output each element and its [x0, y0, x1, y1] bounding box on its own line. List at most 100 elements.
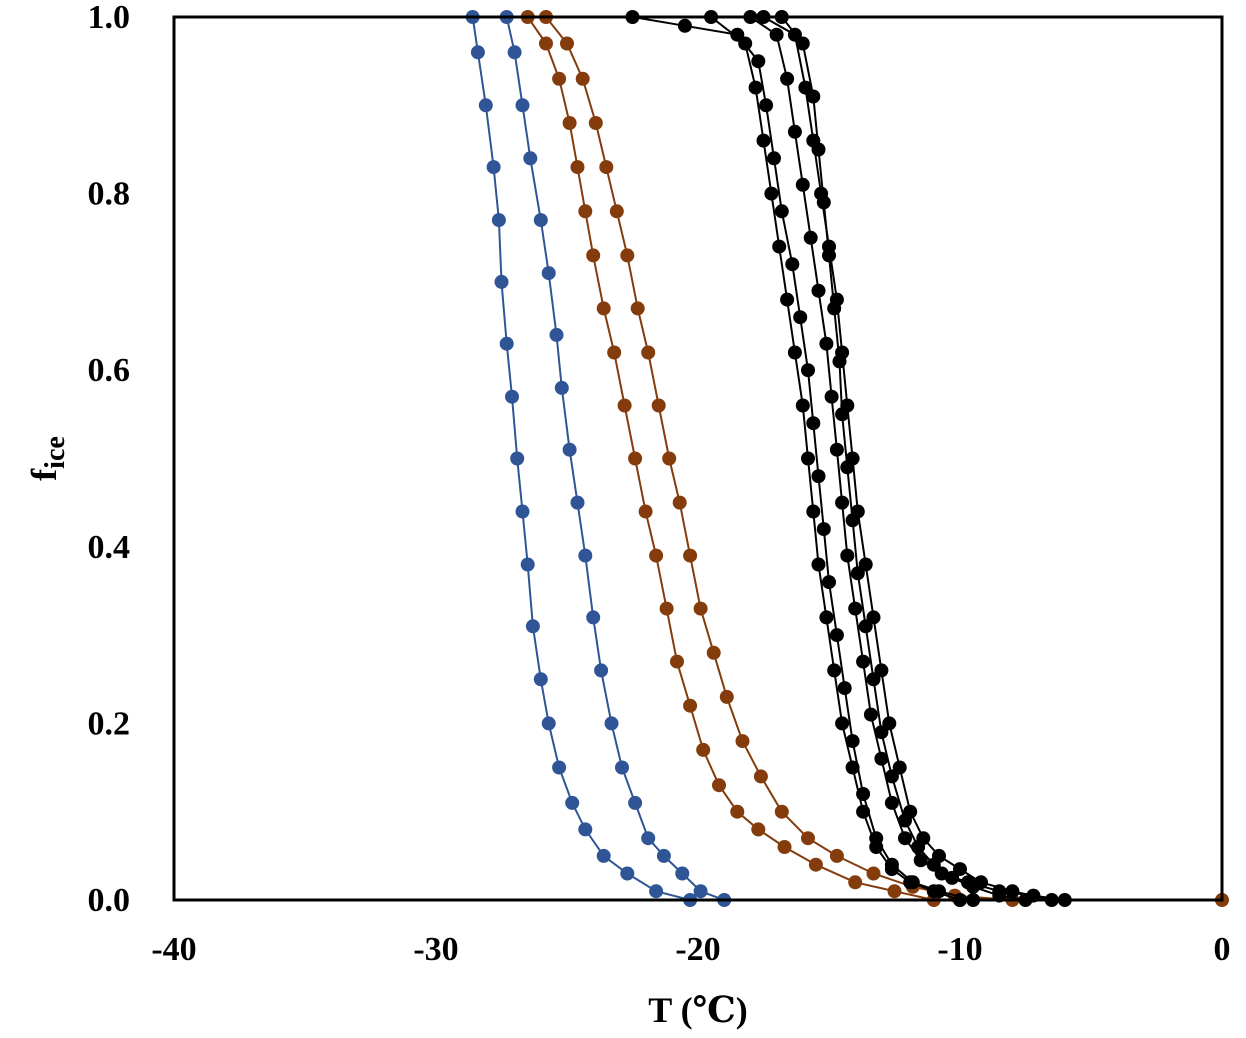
data-point [753, 769, 768, 784]
data-point [628, 451, 643, 466]
y-axis-title-subscript: ice [40, 436, 71, 469]
data-point [774, 204, 789, 219]
data-point [499, 336, 514, 351]
data-point [615, 760, 629, 775]
data-point [767, 151, 781, 166]
data-point [780, 71, 795, 86]
data-point [693, 884, 708, 899]
x-tick-label: -20 [675, 931, 720, 968]
data-point [808, 857, 823, 872]
data-point [649, 548, 664, 563]
x-axis-title: T (℃) [648, 990, 747, 1030]
series-4 [625, 10, 981, 907]
data-point [620, 866, 635, 881]
data-point [866, 866, 881, 881]
data-point [562, 116, 577, 130]
data-point [874, 725, 889, 740]
x-tick-label: -10 [937, 931, 982, 968]
data-point [751, 54, 766, 69]
data-point [683, 548, 698, 563]
data-point [523, 151, 538, 166]
data-point [541, 266, 556, 281]
data-point [884, 769, 899, 784]
data-point [829, 848, 844, 863]
data-point [795, 36, 810, 51]
data-point [780, 292, 795, 307]
data-point [578, 548, 593, 563]
data-point [819, 610, 834, 625]
data-point [793, 310, 808, 325]
data-point [884, 795, 899, 810]
data-point [819, 336, 834, 351]
series-7 [704, 10, 967, 907]
data-point [491, 213, 506, 228]
data-point [827, 663, 842, 678]
data-point [533, 213, 548, 228]
data-point [596, 301, 611, 316]
y-tick-label: 0.6 [88, 352, 131, 389]
data-point [787, 345, 802, 360]
data-point [884, 862, 899, 877]
data-point [898, 813, 912, 828]
data-point [913, 853, 928, 868]
data-point [659, 601, 674, 616]
data-point [656, 848, 671, 863]
data-point [533, 672, 548, 687]
data-point [570, 495, 585, 510]
data-point [672, 495, 687, 510]
x-tick-labels: -40 -30 -20 -10 0 [151, 931, 1230, 968]
data-point [856, 804, 871, 819]
series-0 [465, 10, 698, 907]
data-point [858, 619, 873, 634]
x-tick-label: 0 [1214, 931, 1231, 968]
data-point [693, 601, 708, 616]
data-point [570, 160, 585, 175]
data-point [806, 416, 821, 431]
data-point [926, 884, 941, 899]
data-point [887, 884, 902, 899]
data-point [675, 866, 690, 881]
data-point [795, 398, 810, 413]
data-point [829, 628, 844, 643]
data-point [822, 248, 836, 263]
data-point [764, 186, 779, 201]
data-point [811, 557, 826, 572]
data-point [552, 760, 567, 775]
data-point [848, 601, 863, 616]
data-point [822, 575, 836, 590]
data-point [945, 870, 960, 885]
data-point [628, 795, 643, 810]
data-point [641, 831, 656, 846]
data-point [738, 36, 753, 51]
data-point [756, 133, 771, 148]
data-point [840, 460, 855, 475]
data-point [832, 354, 847, 369]
data-point [911, 840, 926, 854]
data-point [1005, 884, 1020, 899]
data-point [835, 495, 850, 510]
data-point [641, 345, 656, 360]
data-point [549, 327, 564, 342]
data-point [874, 751, 889, 766]
data-point [609, 204, 624, 219]
y-tick-label: 0.8 [88, 176, 131, 213]
data-point [649, 884, 664, 899]
data-point [903, 875, 918, 890]
data-point [478, 98, 493, 113]
data-point [620, 248, 635, 263]
data-point [539, 36, 553, 51]
data-point [588, 116, 603, 130]
data-point [630, 301, 645, 316]
y-tick-label: 0.2 [88, 705, 131, 742]
data-point [829, 442, 844, 457]
data-point [607, 345, 622, 360]
data-point [617, 398, 632, 413]
y-axis-title: fice [24, 436, 71, 481]
data-point [811, 283, 826, 298]
data-point [801, 363, 815, 378]
data-point [696, 742, 711, 757]
series-6 [756, 10, 1059, 907]
y-tick-label: 1.0 [88, 0, 131, 36]
series-line [749, 16, 1065, 901]
series-3 [539, 10, 1229, 907]
